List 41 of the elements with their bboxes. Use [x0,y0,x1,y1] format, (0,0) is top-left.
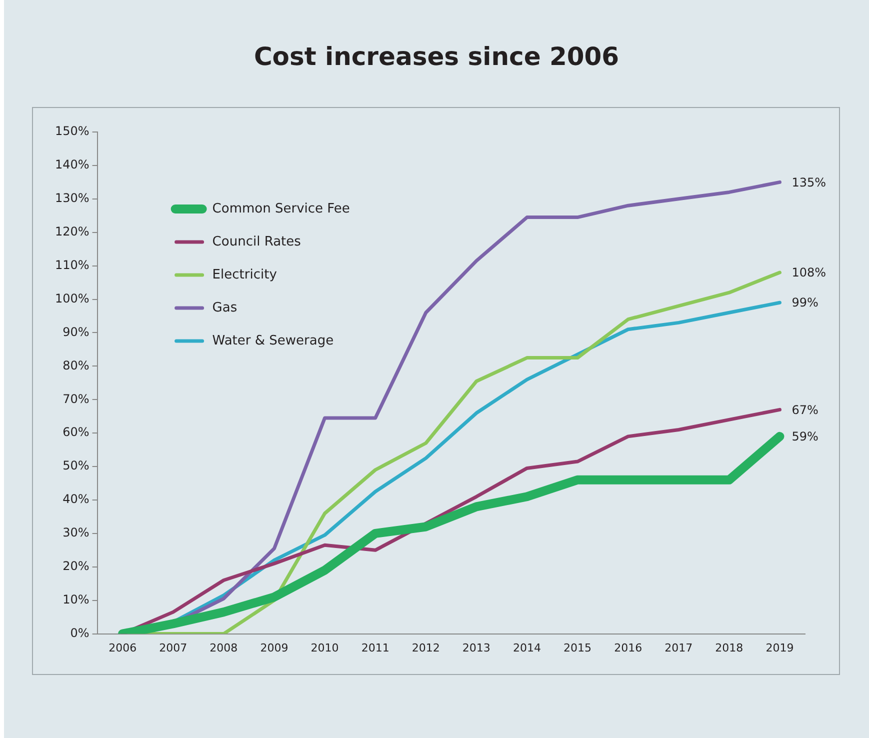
y-tick-label: 0% [70,626,90,640]
x-tick-label: 2016 [614,641,642,654]
y-tick-label: 150% [54,124,90,138]
legend-label: Gas [212,300,238,316]
x-tick-label: 2015 [564,641,592,654]
x-tick-label: 2019 [766,641,794,654]
x-tick-label: 2007 [159,641,188,654]
data-label: 67% [792,402,818,417]
data-label: 99% [792,296,818,310]
y-tick-label: 60% [62,425,90,440]
data-label: 135% [792,175,826,190]
y-tick-label: 40% [62,492,90,506]
x-tick-label: 2008 [210,641,238,654]
x-tick-label: 2018 [715,641,744,654]
x-tick-label: 2013 [462,641,490,654]
x-tick-label: 2017 [664,641,693,654]
legend-label: Common Service Fee [212,201,350,216]
x-tick-label: 2014 [512,641,541,654]
x-tick-label: 2012 [412,641,440,654]
chart-title: Cost increases since 2006 [252,42,620,71]
y-tick-label: 10% [62,592,90,606]
x-tick-label: 2010 [310,641,339,654]
y-tick-label: 90% [62,324,90,339]
y-tick-label: 100% [54,291,90,306]
legend-label: Water & Sewerage [212,333,334,348]
data-label: 108% [792,266,826,280]
y-tick-label: 140% [54,158,90,172]
x-tick-label: 2009 [260,641,288,654]
x-tick-label: 2011 [361,641,390,654]
y-tick-label: 130% [54,191,90,206]
x-tick-label: 2006 [108,641,137,654]
y-tick-label: 80% [62,358,90,372]
y-tick-label: 70% [62,392,90,406]
legend-label: Council Rates [212,234,302,250]
y-tick-label: 110% [54,258,90,272]
legend-label: Electricity [212,267,278,282]
data-label: 59% [792,430,818,444]
y-tick-label: 50% [62,458,90,473]
y-tick-label: 30% [62,526,90,540]
y-tick-label: 120% [54,224,90,238]
y-tick-label: 20% [62,559,90,574]
